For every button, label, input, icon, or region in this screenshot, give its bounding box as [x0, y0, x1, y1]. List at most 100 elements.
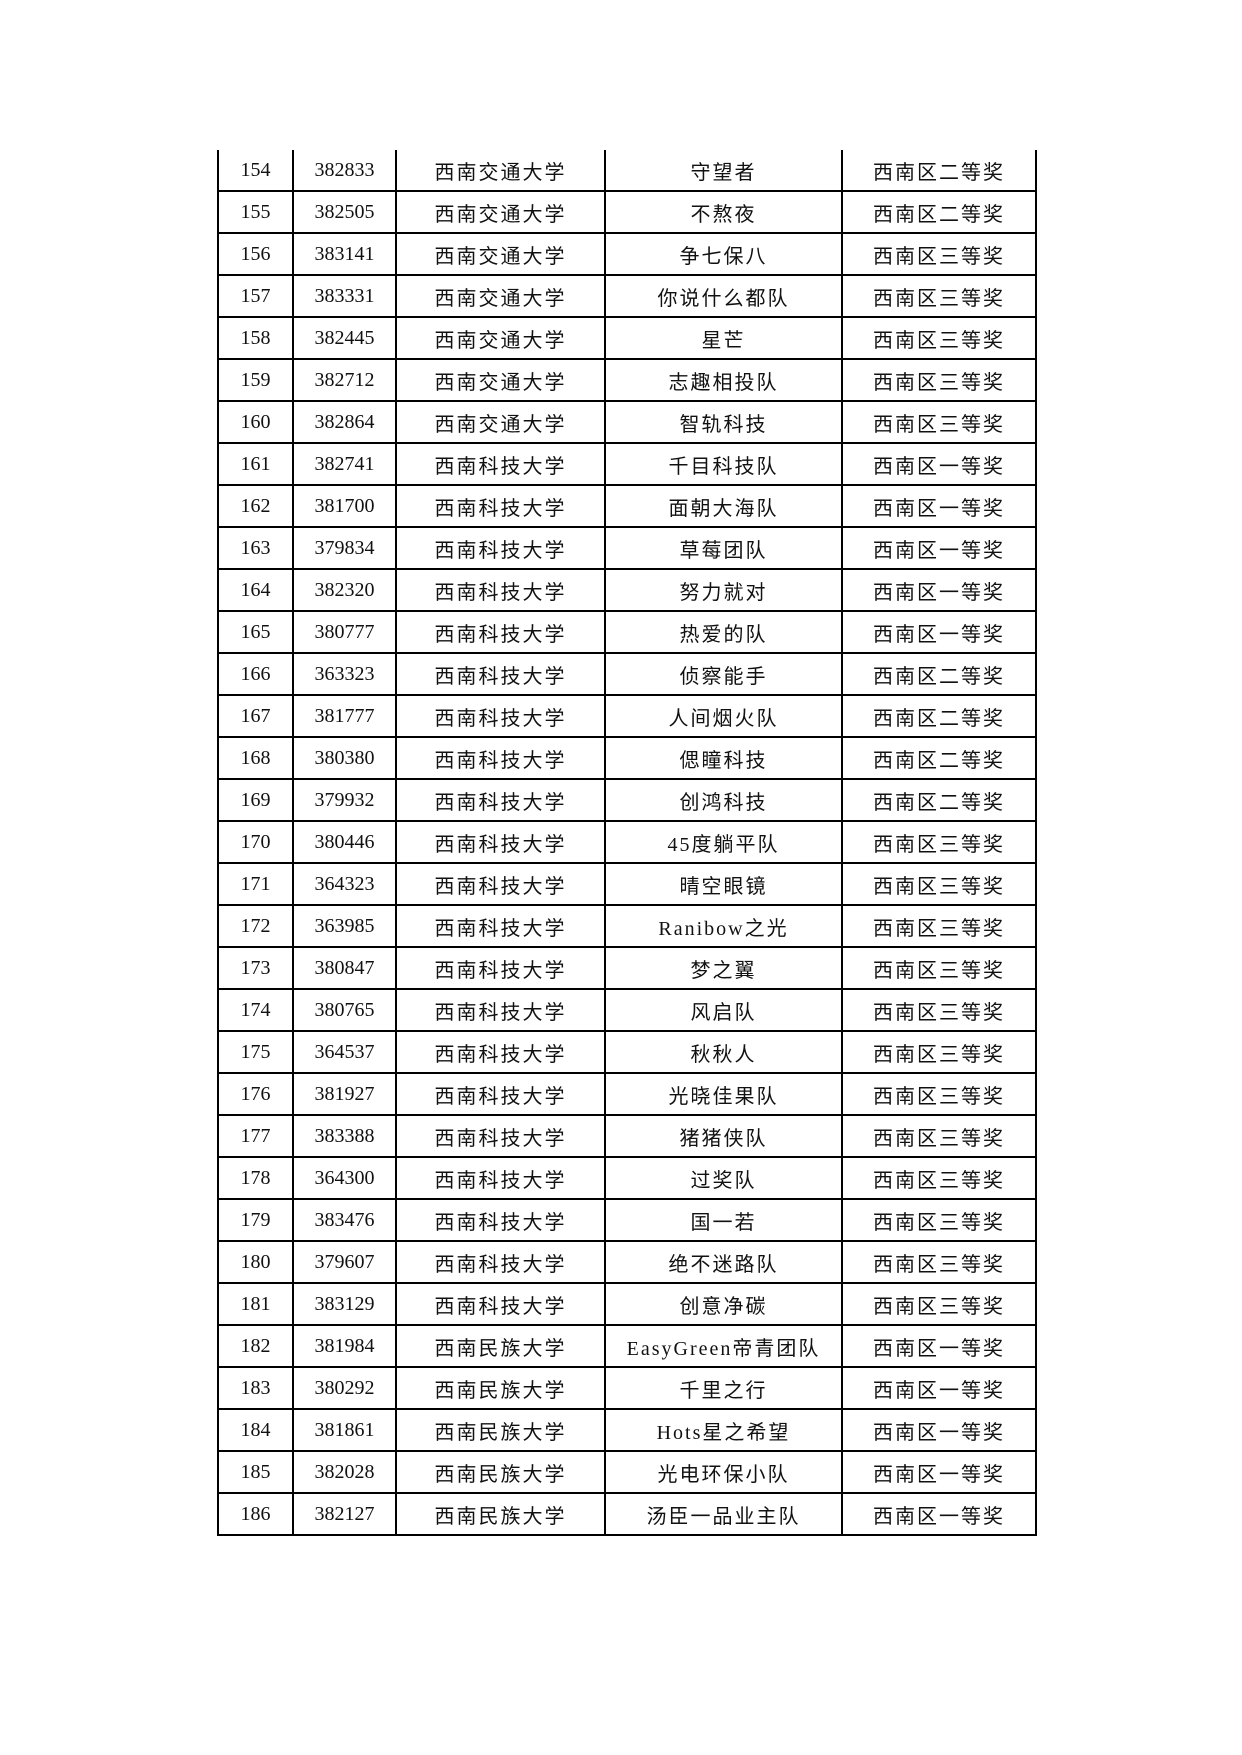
team-id-cell: 379834	[292, 526, 397, 570]
team-id-cell: 382127	[292, 1492, 397, 1536]
university-cell: 西南交通大学	[395, 190, 606, 234]
serial-number-cell: 186	[217, 1492, 294, 1536]
serial-number-cell: 170	[217, 820, 294, 864]
team-id-cell: 380292	[292, 1366, 397, 1410]
serial-number-cell: 175	[217, 1030, 294, 1074]
award-cell: 西南区三等奖	[841, 1114, 1037, 1158]
team-name-cell: 千目科技队	[604, 442, 843, 486]
award-cell: 西南区一等奖	[841, 1450, 1037, 1494]
table-row: 158 382445 西南交通大学 星芒 西南区三等奖	[217, 316, 1037, 360]
team-name-cell: Hots星之希望	[604, 1408, 843, 1452]
team-id-cell: 381984	[292, 1324, 397, 1368]
award-cell: 西南区一等奖	[841, 1408, 1037, 1452]
table-row: 174 380765 西南科技大学 风启队 西南区三等奖	[217, 988, 1037, 1032]
university-cell: 西南科技大学	[395, 1240, 606, 1284]
award-cell: 西南区三等奖	[841, 820, 1037, 864]
team-id-cell: 380765	[292, 988, 397, 1032]
team-name-cell: 光电环保小队	[604, 1450, 843, 1494]
table-row: 170 380446 西南科技大学 45度躺平队 西南区三等奖	[217, 820, 1037, 864]
serial-number-cell: 164	[217, 568, 294, 612]
serial-number-cell: 165	[217, 610, 294, 654]
team-name-cell: 人间烟火队	[604, 694, 843, 738]
university-cell: 西南交通大学	[395, 316, 606, 360]
serial-number-cell: 182	[217, 1324, 294, 1368]
team-id-cell: 379932	[292, 778, 397, 822]
university-cell: 西南科技大学	[395, 1072, 606, 1116]
table-row: 176 381927 西南科技大学 光晓佳果队 西南区三等奖	[217, 1072, 1037, 1116]
team-name-cell: 争七保八	[604, 232, 843, 276]
team-name-cell: 侦察能手	[604, 652, 843, 696]
university-cell: 西南科技大学	[395, 1114, 606, 1158]
team-id-cell: 381700	[292, 484, 397, 528]
team-id-cell: 380847	[292, 946, 397, 990]
table-row: 165 380777 西南科技大学 热爱的队 西南区一等奖	[217, 610, 1037, 654]
award-cell: 西南区三等奖	[841, 400, 1037, 444]
team-name-cell: 绝不迷路队	[604, 1240, 843, 1284]
table-row: 159 382712 西南交通大学 志趣相投队 西南区三等奖	[217, 358, 1037, 402]
award-cell: 西南区一等奖	[841, 484, 1037, 528]
award-cell: 西南区二等奖	[841, 694, 1037, 738]
team-name-cell: 守望者	[604, 150, 843, 192]
university-cell: 西南科技大学	[395, 862, 606, 906]
award-cell: 西南区一等奖	[841, 1324, 1037, 1368]
award-cell: 西南区二等奖	[841, 736, 1037, 780]
award-cell: 西南区二等奖	[841, 652, 1037, 696]
team-id-cell: 380777	[292, 610, 397, 654]
team-name-cell: Ranibow之光	[604, 904, 843, 948]
serial-number-cell: 177	[217, 1114, 294, 1158]
serial-number-cell: 180	[217, 1240, 294, 1284]
award-cell: 西南区二等奖	[841, 150, 1037, 192]
table-row: 181 383129 西南科技大学 创意净碳 西南区三等奖	[217, 1282, 1037, 1326]
team-id-cell: 382320	[292, 568, 397, 612]
serial-number-cell: 154	[217, 150, 294, 192]
award-cell: 西南区三等奖	[841, 1072, 1037, 1116]
table-row: 157 383331 西南交通大学 你说什么都队 西南区三等奖	[217, 274, 1037, 318]
university-cell: 西南科技大学	[395, 694, 606, 738]
table-row: 185 382028 西南民族大学 光电环保小队 西南区一等奖	[217, 1450, 1037, 1494]
award-cell: 西南区一等奖	[841, 610, 1037, 654]
team-name-cell: 面朝大海队	[604, 484, 843, 528]
award-cell: 西南区三等奖	[841, 316, 1037, 360]
table-row: 182 381984 西南民族大学 EasyGreen帝青团队 西南区一等奖	[217, 1324, 1037, 1368]
award-cell: 西南区三等奖	[841, 358, 1037, 402]
table-row: 162 381700 西南科技大学 面朝大海队 西南区一等奖	[217, 484, 1037, 528]
serial-number-cell: 178	[217, 1156, 294, 1200]
university-cell: 西南交通大学	[395, 150, 606, 192]
university-cell: 西南民族大学	[395, 1450, 606, 1494]
table-row: 179 383476 西南科技大学 国一若 西南区三等奖	[217, 1198, 1037, 1242]
team-name-cell: 45度躺平队	[604, 820, 843, 864]
award-cell: 西南区三等奖	[841, 946, 1037, 990]
university-cell: 西南科技大学	[395, 442, 606, 486]
team-name-cell: 偲瞳科技	[604, 736, 843, 780]
university-cell: 西南科技大学	[395, 1030, 606, 1074]
award-cell: 西南区一等奖	[841, 568, 1037, 612]
team-id-cell: 381861	[292, 1408, 397, 1452]
serial-number-cell: 159	[217, 358, 294, 402]
team-id-cell: 383388	[292, 1114, 397, 1158]
serial-number-cell: 156	[217, 232, 294, 276]
team-id-cell: 380446	[292, 820, 397, 864]
team-name-cell: 志趣相投队	[604, 358, 843, 402]
team-id-cell: 380380	[292, 736, 397, 780]
award-cell: 西南区一等奖	[841, 526, 1037, 570]
team-id-cell: 382505	[292, 190, 397, 234]
team-id-cell: 364300	[292, 1156, 397, 1200]
serial-number-cell: 169	[217, 778, 294, 822]
table-row: 155 382505 西南交通大学 不熬夜 西南区二等奖	[217, 190, 1037, 234]
team-name-cell: 晴空眼镜	[604, 862, 843, 906]
team-name-cell: 星芒	[604, 316, 843, 360]
award-cell: 西南区二等奖	[841, 778, 1037, 822]
serial-number-cell: 173	[217, 946, 294, 990]
table-row: 163 379834 西南科技大学 草莓团队 西南区一等奖	[217, 526, 1037, 570]
award-cell: 西南区二等奖	[841, 190, 1037, 234]
table-row: 161 382741 西南科技大学 千目科技队 西南区一等奖	[217, 442, 1037, 486]
serial-number-cell: 176	[217, 1072, 294, 1116]
award-cell: 西南区三等奖	[841, 1030, 1037, 1074]
team-name-cell: 创意净碳	[604, 1282, 843, 1326]
university-cell: 西南民族大学	[395, 1324, 606, 1368]
table-row: 168 380380 西南科技大学 偲瞳科技 西南区二等奖	[217, 736, 1037, 780]
team-name-cell: 猪猪侠队	[604, 1114, 843, 1158]
team-id-cell: 382864	[292, 400, 397, 444]
team-id-cell: 383476	[292, 1198, 397, 1242]
serial-number-cell: 174	[217, 988, 294, 1032]
